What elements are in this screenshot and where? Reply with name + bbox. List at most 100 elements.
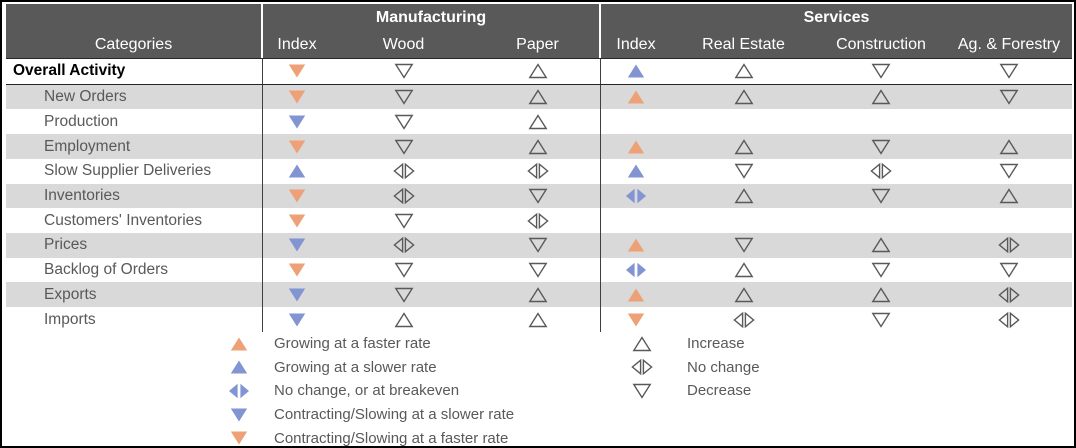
- symbol-cell: [816, 184, 946, 209]
- decrease-icon: [999, 64, 1019, 80]
- category-label: Exports: [6, 282, 263, 308]
- growing-faster-icon: [627, 288, 645, 302]
- no-change-icon: [392, 237, 415, 254]
- symbol-cell: [331, 282, 476, 307]
- decrease-icon: [999, 89, 1019, 105]
- increase-icon: [528, 287, 548, 303]
- symbol-cell: [263, 109, 331, 134]
- column-header-ag-forestry: Ag. & Forestry: [957, 36, 1061, 53]
- no-change-icon: [998, 237, 1020, 254]
- contracting-slower-icon: [288, 115, 306, 129]
- contracting-faster-icon: [627, 313, 645, 327]
- contracting-faster-icon: [288, 214, 306, 228]
- symbol-cell: [671, 208, 816, 233]
- symbol-cell: [476, 109, 601, 135]
- symbol-cell: [601, 258, 671, 283]
- decrease-icon: [871, 262, 891, 278]
- symbol-cell: [476, 134, 601, 159]
- group-header-row: Manufacturing Services: [6, 4, 1072, 32]
- category-label: New Orders: [6, 84, 263, 110]
- category-label: Customers' Inventories: [6, 208, 263, 234]
- no-change-breakeven-icon: [626, 262, 646, 278]
- symbol-cell: [476, 257, 601, 283]
- legend-symbol: [227, 334, 251, 354]
- symbol-cell: [331, 233, 476, 258]
- symbol-cell: [816, 208, 946, 233]
- legend-label: Contracting/Slowing at a slower rate: [274, 406, 515, 424]
- decrease-icon: [394, 114, 413, 130]
- contracting-faster-icon: [288, 64, 306, 78]
- symbol-cell: [601, 59, 671, 84]
- category-label: Prices: [6, 233, 263, 258]
- symbol-cell: [946, 109, 1072, 134]
- increase-icon: [528, 89, 548, 105]
- increase-icon: [999, 138, 1019, 154]
- legend-industry-symbols: Increase No change Decrease: [630, 332, 760, 403]
- summary-table: Manufacturing Services Categories Index …: [6, 4, 1072, 332]
- no-change-icon: [392, 187, 415, 205]
- symbol-cell: [331, 134, 476, 159]
- increase-icon: [734, 63, 753, 79]
- no-change-icon: [527, 212, 549, 229]
- symbol-cell: [263, 282, 331, 307]
- symbol-cell: [671, 109, 816, 134]
- symbol-cell: [263, 59, 331, 84]
- column-header-construction: Construction: [836, 36, 926, 53]
- symbol-cell: [331, 307, 476, 332]
- growing-slower-icon: [627, 64, 645, 78]
- table-row: Inventories: [6, 183, 1072, 209]
- table-body: Overall Activity New Orders Production Empl…: [6, 58, 1072, 332]
- group-header-services: Services: [803, 9, 870, 26]
- symbol-cell: [816, 59, 946, 84]
- legend-symbol: [227, 357, 251, 377]
- symbol-cell: [946, 233, 1072, 258]
- symbol-cell: [476, 233, 601, 258]
- symbol-cell: [331, 159, 476, 184]
- contracting-slower-icon: [288, 313, 306, 327]
- decrease-icon: [394, 64, 413, 80]
- symbol-cell: [601, 307, 671, 332]
- decrease-icon: [394, 287, 413, 303]
- column-header-row: Categories Index Wood Paper Index Real E…: [6, 32, 1072, 58]
- decrease-icon: [871, 188, 891, 204]
- symbol-cell: [263, 307, 331, 332]
- increase-icon: [734, 138, 753, 154]
- symbol-cell: [601, 85, 671, 110]
- category-label: Overall Activity: [6, 59, 263, 84]
- column-header-wood: Wood: [382, 36, 425, 53]
- symbol-cell: [601, 208, 671, 233]
- legend-symbol: [630, 381, 654, 401]
- symbol-cell: [816, 109, 946, 134]
- increase-icon: [528, 138, 548, 154]
- symbol-cell: [816, 159, 946, 184]
- contracting-faster-icon: [288, 263, 306, 277]
- no-change-icon: [527, 162, 549, 180]
- growing-faster-icon: [627, 140, 645, 154]
- growing-faster-icon: [627, 90, 645, 104]
- increase-icon: [871, 89, 891, 105]
- legend-item: Growing at a faster rate: [227, 332, 514, 356]
- legend-symbol: [227, 428, 251, 446]
- symbol-cell: [263, 208, 331, 233]
- decrease-icon: [528, 188, 548, 204]
- symbol-cell: [601, 233, 671, 258]
- symbol-cell: [671, 134, 816, 159]
- table-row: Prices: [6, 233, 1072, 258]
- symbol-cell: [816, 282, 946, 307]
- category-label: Backlog of Orders: [6, 257, 263, 283]
- decrease-icon: [999, 262, 1019, 278]
- legend-label: Contracting/Slowing at a faster rate: [274, 429, 509, 447]
- symbol-cell: [671, 307, 816, 332]
- symbol-cell: [601, 134, 671, 159]
- growing-slower-icon: [288, 164, 306, 178]
- symbol-cell: [946, 134, 1072, 159]
- symbol-cell: [671, 159, 816, 184]
- legend-symbol: [630, 334, 654, 354]
- contracting-faster-icon: [288, 90, 306, 104]
- decrease-icon: [734, 164, 753, 180]
- contracting-slower-icon: [230, 408, 248, 422]
- table-row: New Orders: [6, 84, 1072, 110]
- decrease-icon: [632, 383, 652, 399]
- symbol-cell: [946, 258, 1072, 283]
- symbol-cell: [476, 59, 601, 84]
